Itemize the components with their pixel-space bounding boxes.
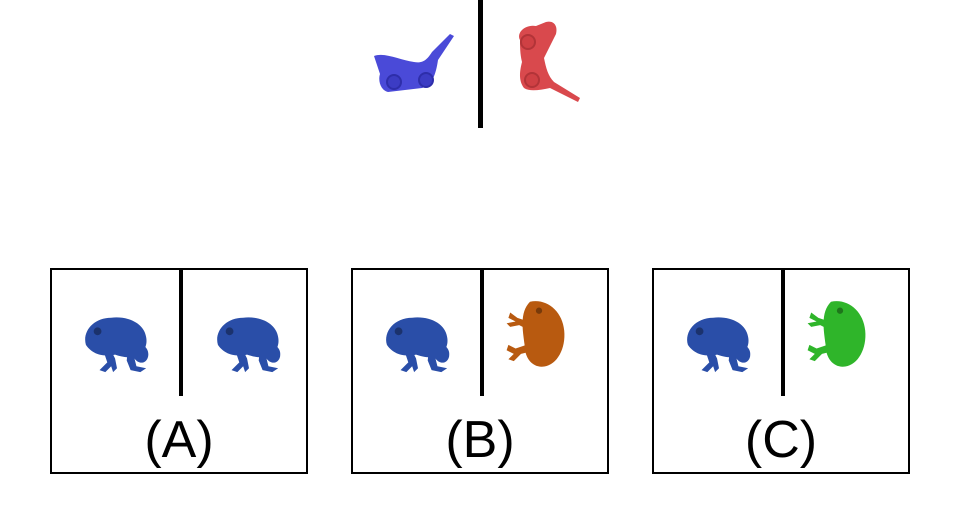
option-c[interactable]: (C) — [652, 268, 910, 474]
option-b[interactable]: (B) — [351, 268, 609, 474]
example-pair — [360, 0, 600, 130]
option-divider — [179, 270, 183, 396]
toy-wagon-icon — [510, 18, 584, 108]
frog-icon — [503, 294, 575, 376]
example-divider — [478, 0, 483, 128]
option-label: (B) — [445, 411, 515, 469]
option-a[interactable]: (A) — [50, 268, 308, 474]
option-label: (A) — [144, 411, 214, 469]
frog-icon — [804, 294, 876, 376]
toy-wagon-icon — [370, 30, 462, 100]
frog-icon — [78, 308, 156, 376]
frog-icon — [210, 308, 288, 376]
frog-icon — [379, 308, 457, 376]
option-divider — [480, 270, 484, 396]
frog-icon — [680, 308, 758, 376]
option-label: (C) — [744, 411, 818, 469]
option-divider — [781, 270, 785, 396]
